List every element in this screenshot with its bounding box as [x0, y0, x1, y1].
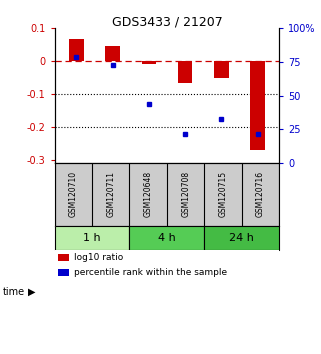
Text: GSM120716: GSM120716: [256, 171, 265, 217]
Text: GSM120715: GSM120715: [219, 171, 228, 217]
Text: 1 h: 1 h: [83, 233, 101, 243]
Bar: [105, 46, 120, 61]
Text: percentile rank within the sample: percentile rank within the sample: [74, 268, 227, 277]
Text: ▶: ▶: [28, 287, 36, 297]
Bar: [69, 39, 83, 61]
Bar: [58, 254, 69, 261]
Bar: [250, 61, 265, 150]
Text: GSM120708: GSM120708: [181, 171, 190, 217]
Title: GDS3433 / 21207: GDS3433 / 21207: [111, 15, 222, 28]
Text: GSM120710: GSM120710: [69, 171, 78, 217]
Text: GSM120648: GSM120648: [144, 171, 153, 217]
Bar: [178, 61, 192, 82]
Bar: [214, 61, 229, 78]
Text: GSM120711: GSM120711: [106, 171, 115, 217]
Bar: [129, 226, 204, 251]
Text: time: time: [3, 287, 25, 297]
Bar: [55, 226, 129, 251]
Bar: [142, 61, 156, 64]
Bar: [58, 269, 69, 276]
Bar: [204, 226, 279, 251]
Text: 4 h: 4 h: [158, 233, 176, 243]
Text: log10 ratio: log10 ratio: [74, 253, 123, 262]
Text: 24 h: 24 h: [230, 233, 254, 243]
